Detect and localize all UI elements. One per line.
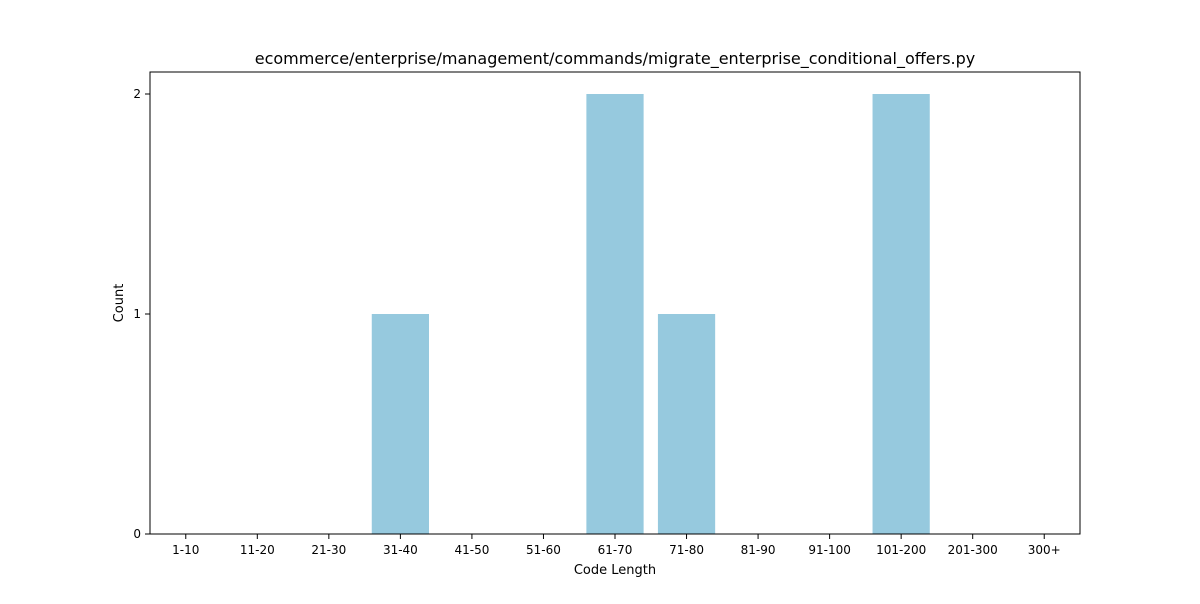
bar-61-70 xyxy=(586,94,644,534)
x-axis-ticks: 1-10 11-20 21-30 31-40 41-50 51-60 61-70 71-80 8… xyxy=(172,534,1061,557)
x-tick-label: 51-60 xyxy=(526,543,561,557)
y-tick-label: 0 xyxy=(133,527,141,541)
x-tick-label: 11-20 xyxy=(240,543,275,557)
x-tick-label: 91-100 xyxy=(808,543,851,557)
x-tick-label: 101-200 xyxy=(876,543,926,557)
x-tick-label: 201-300 xyxy=(948,543,998,557)
x-tick-label: 71-80 xyxy=(669,543,704,557)
x-axis-label: Code Length xyxy=(574,563,656,578)
y-axis-label: Count xyxy=(112,284,127,323)
x-tick-label: 41-50 xyxy=(454,543,489,557)
plot-frame xyxy=(149,71,1081,535)
x-tick-label: 31-40 xyxy=(383,543,418,557)
chart-title: ecommerce/enterprise/management/commands… xyxy=(255,49,976,69)
x-tick-label: 1-10 xyxy=(172,543,199,557)
y-axis-ticks: 0 1 2 xyxy=(133,87,150,541)
x-tick-label: 300+ xyxy=(1028,543,1061,557)
x-tick-label: 21-30 xyxy=(311,543,346,557)
y-tick-label: 1 xyxy=(133,307,141,321)
y-tick-label: 2 xyxy=(133,87,141,101)
bar-71-80 xyxy=(657,314,716,534)
x-tick-label: 81-90 xyxy=(741,543,776,557)
bars-layer xyxy=(371,94,930,534)
bar-101-200 xyxy=(872,94,930,534)
bar-31-40 xyxy=(371,314,429,534)
x-tick-label: 61-70 xyxy=(598,543,633,557)
